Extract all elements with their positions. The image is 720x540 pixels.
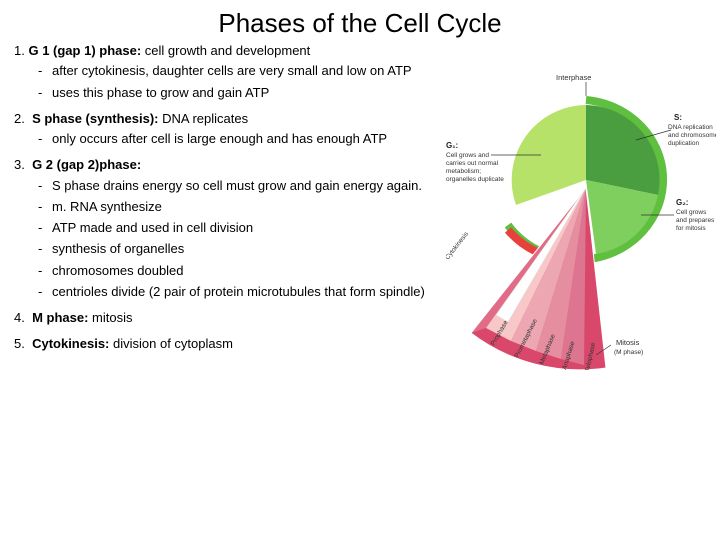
mitosis-label: Mitosis [616, 338, 640, 347]
phase-desc: mitosis [88, 310, 132, 325]
s-text: and chromosome [668, 132, 716, 139]
phase-g2: 3. G 2 (gap 2)phase: S phase drains ener… [14, 157, 440, 300]
phase-label: G 1 (gap 1) phase: [28, 43, 141, 58]
g2-text: and prepares [676, 217, 715, 224]
g1-text: organelles duplicate [446, 176, 504, 183]
phase-desc: cell growth and development [141, 43, 310, 58]
phase-sub: uses this phase to grow and gain ATP [42, 85, 440, 101]
phase-label: G 2 (gap 2)phase: [32, 157, 141, 172]
phase-g1: 1. G 1 (gap 1) phase: cell growth and de… [14, 43, 440, 101]
g1-title: G₁: [446, 141, 458, 150]
phase-sub: synthesis of organelles [42, 241, 440, 257]
s-title: S: [674, 113, 682, 122]
cell-cycle-diagram: Interphase G₁: Cell grows and carries ou… [446, 60, 716, 370]
phase-s: 2. S phase (synthesis): DNA replicates o… [14, 111, 440, 148]
phase-number: 5. [14, 336, 25, 351]
phase-desc: division of cytoplasm [109, 336, 233, 351]
g2-text: Cell grows [676, 209, 707, 216]
phase-sub: m. RNA synthesize [42, 199, 440, 215]
cell-cycle-svg: Interphase G₁: Cell grows and carries ou… [446, 60, 716, 370]
phase-label: S phase (synthesis): [32, 111, 158, 126]
g1-text: metabolism; [446, 168, 481, 175]
phase-sub: S phase drains energy so cell must grow … [42, 178, 440, 194]
page-title: Phases of the Cell Cycle [0, 0, 720, 43]
phase-label: M phase: [32, 310, 88, 325]
phase-number: 2. [14, 111, 25, 126]
s-text: DNA replication [668, 124, 713, 131]
phase-number: 3. [14, 157, 25, 172]
phase-sub: ATP made and used in cell division [42, 220, 440, 236]
phase-sub: after cytokinesis, daughter cells are ve… [42, 63, 440, 79]
s-text: duplication [668, 140, 699, 147]
phase-cytokinesis: 5. Cytokinesis: division of cytoplasm [14, 336, 440, 352]
phases-list: 1. G 1 (gap 1) phase: cell growth and de… [0, 43, 440, 363]
g2-title: G₂: [676, 198, 688, 207]
content-area: 1. G 1 (gap 1) phase: cell growth and de… [0, 43, 720, 363]
phase-number: 1. [14, 43, 25, 58]
phase-m: 4. M phase: mitosis [14, 310, 440, 326]
s-slice [586, 105, 660, 195]
phase-sub: centrioles divide (2 pair of protein mic… [42, 284, 440, 300]
phase-label: Cytokinesis: [32, 336, 109, 351]
phase-number: 4. [14, 310, 25, 325]
g1-text: carries out normal [446, 160, 499, 167]
phase-sub: chromosomes doubled [42, 263, 440, 279]
cytokinesis-label: Cytokinesis [446, 230, 470, 261]
interphase-label: Interphase [556, 73, 591, 82]
phase-desc: DNA replicates [159, 111, 249, 126]
phase-sub: only occurs after cell is large enough a… [42, 131, 440, 147]
g1-text: Cell grows and [446, 152, 489, 159]
g2-text: for mitosis [676, 225, 706, 232]
mphase-label: (M phase) [614, 349, 643, 356]
